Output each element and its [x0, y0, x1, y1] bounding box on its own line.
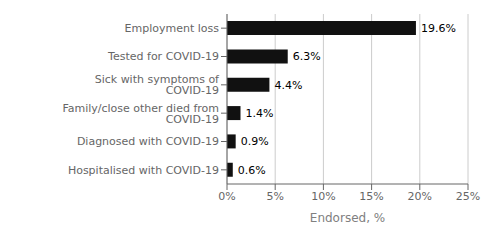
svg-text:19.6%: 19.6% — [421, 22, 456, 35]
svg-text:25%: 25% — [456, 190, 480, 203]
svg-text:5%: 5% — [266, 190, 283, 203]
svg-text:Diagnosed with COVID-19: Diagnosed with COVID-19 — [77, 135, 219, 148]
svg-text:20%: 20% — [408, 190, 432, 203]
svg-text:15%: 15% — [359, 190, 383, 203]
svg-text:4.4%: 4.4% — [274, 79, 302, 92]
svg-text:Sick with symptoms ofCOVID-19: Sick with symptoms ofCOVID-19 — [95, 73, 220, 97]
svg-text:6.3%: 6.3% — [293, 50, 321, 63]
svg-text:Family/close other died fromCO: Family/close other died fromCOVID-19 — [62, 102, 219, 126]
svg-text:0.6%: 0.6% — [238, 164, 266, 177]
svg-text:10%: 10% — [311, 190, 335, 203]
svg-text:Tested for COVID-19: Tested for COVID-19 — [107, 50, 219, 63]
svg-text:Employment loss: Employment loss — [125, 22, 220, 35]
svg-text:0.9%: 0.9% — [241, 135, 269, 148]
svg-text:0%: 0% — [218, 190, 235, 203]
svg-text:Hospitalised with COVID-19: Hospitalised with COVID-19 — [68, 164, 219, 177]
svg-text:Endorsed, %: Endorsed, % — [310, 211, 385, 225]
svg-text:1.4%: 1.4% — [245, 107, 273, 120]
